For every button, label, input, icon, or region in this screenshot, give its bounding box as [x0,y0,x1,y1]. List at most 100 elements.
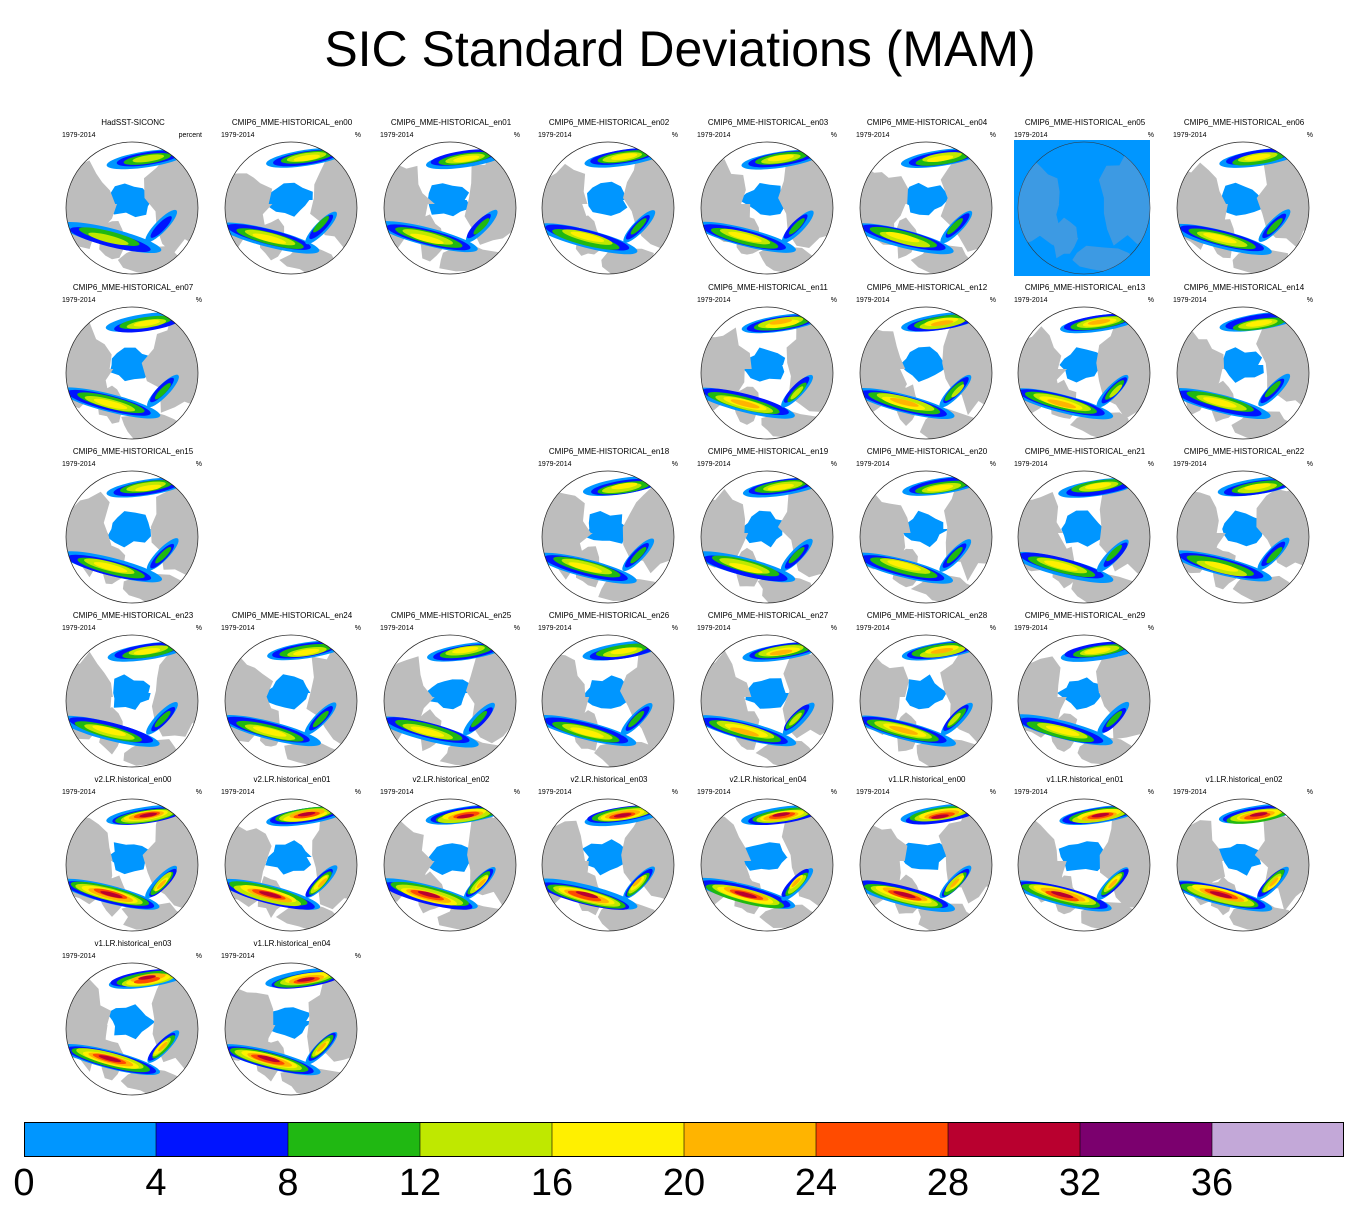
sic-contour [788,546,805,564]
panel-period: 1979-2014 [380,789,414,796]
sic-contour [252,233,287,244]
panel-period: 1979-2014 [538,132,572,139]
sic-contour [568,562,602,573]
sic-contour [1108,878,1118,889]
sic-contour [1244,483,1271,490]
polar-map [859,306,993,440]
colorbar-tick-label: 8 [277,1162,299,1204]
colorbar-segment [1080,1122,1212,1157]
polar-map [1017,470,1151,604]
sic-contour [1106,544,1123,562]
sic-contour [139,812,158,818]
panel-title: CMIP6_MME-HISTORICAL_en19 [707,447,829,456]
colorbar [24,1122,1344,1157]
sic-contour [253,726,287,737]
map-panel: CMIP6_MME-HISTORICAL_en26 1979-2014% [534,611,684,771]
panel-title: CMIP6_MME-HISTORICAL_en14 [1183,283,1305,292]
panel-period: 1979-2014 [856,789,890,796]
sic-contour [950,878,960,888]
sic-contour [930,320,954,326]
sic-contour [158,1041,168,1052]
polar-map [700,798,834,932]
panel-unit: % [830,789,837,796]
map-panel: v1.LR.historical_en02 1979-2014% [1169,775,1319,935]
map-panel: CMIP6_MME-HISTORICAL_en04 1979-2014% [852,118,1002,278]
sic-contour [1264,380,1281,398]
panel-unit: % [830,461,837,468]
panel-unit: % [989,789,996,796]
panel-title: CMIP6_MME-HISTORICAL_en06 [1183,118,1305,127]
map-panel: CMIP6_MME-HISTORICAL_en05 1979-2014% [1010,118,1160,278]
panel-period: 1979-2014 [856,297,890,304]
sic-contour [790,386,804,400]
panel-unit: % [195,625,202,632]
panel-title: CMIP6_MME-HISTORICAL_en13 [1024,283,1146,292]
panel-unit: % [513,132,520,139]
sic-contour [889,725,918,735]
sic-contour [567,890,602,902]
panel-unit: % [830,625,837,632]
sic-contour [570,231,605,242]
sic-contour [611,482,638,490]
polar-map [859,470,993,604]
sic-contour [769,649,793,656]
panel-title: CMIP6_MME-HISTORICAL_en00 [231,118,353,127]
map-panel: v2.LR.historical_en00 1979-2014% [58,775,208,935]
sic-contour [293,648,320,656]
panel-title: v1.LR.historical_en03 [94,939,172,948]
panel-unit: % [989,297,996,304]
colorbar-segment [552,1122,684,1157]
sic-contour [947,218,963,235]
colorbar-segment [1212,1122,1344,1157]
map-panel: CMIP6_MME-HISTORICAL_en27 1979-2014% [693,611,843,771]
sic-contour [630,218,647,235]
sic-contour [135,484,162,492]
sic-contour [257,1055,280,1063]
panel-period: 1979-2014 [221,953,255,960]
polar-map [65,798,199,932]
panel-title: CMIP6_MME-HISTORICAL_en24 [231,611,353,620]
sic-contour [1203,232,1237,244]
polar-map [541,634,675,768]
sic-contour [789,712,802,726]
sic-contour [1244,153,1271,161]
map-panel: CMIP6_MME-HISTORICAL_en25 1979-2014% [376,611,526,771]
sic-contour [317,1042,327,1052]
panel-unit: % [1306,789,1313,796]
colorbar-segment [684,1122,816,1157]
panel-unit: percent [178,132,202,139]
sic-contour [570,727,604,738]
polar-map [1176,798,1310,932]
sic-contour [453,155,480,163]
sic-contour [946,547,963,564]
panel-period: 1979-2014 [1014,789,1048,796]
panel-period: 1979-2014 [1173,789,1207,796]
polar-map [1176,141,1310,275]
polar-map [224,962,358,1096]
sic-contour [1047,399,1077,409]
polar-map [65,141,199,275]
panel-unit: % [671,625,678,632]
panel-period: 1979-2014 [697,461,731,468]
map-panel: v2.LR.historical_en01 1979-2014% [217,775,367,935]
sic-contour [769,318,792,325]
polar-map [65,470,199,604]
sic-contour [456,814,475,819]
polar-map [383,141,517,275]
sic-contour [132,154,165,163]
sic-contour [926,155,954,162]
sic-contour [138,975,156,980]
panel-unit: % [1147,297,1154,304]
map-panel: CMIP6_MME-HISTORICAL_en11 1979-2014% [693,283,843,443]
sic-contour [1249,812,1268,817]
sic-contour [100,891,123,899]
panel-title: CMIP6_MME-HISTORICAL_en05 [1024,118,1146,127]
sic-contour [767,154,794,162]
polar-map [859,798,993,932]
panel-period: 1979-2014 [62,297,96,304]
sic-contour [951,384,965,398]
colorbar-tick-label: 4 [145,1162,167,1204]
panel-period: 1979-2014 [856,625,890,632]
sic-contour [473,218,490,235]
sic-contour [734,891,757,899]
